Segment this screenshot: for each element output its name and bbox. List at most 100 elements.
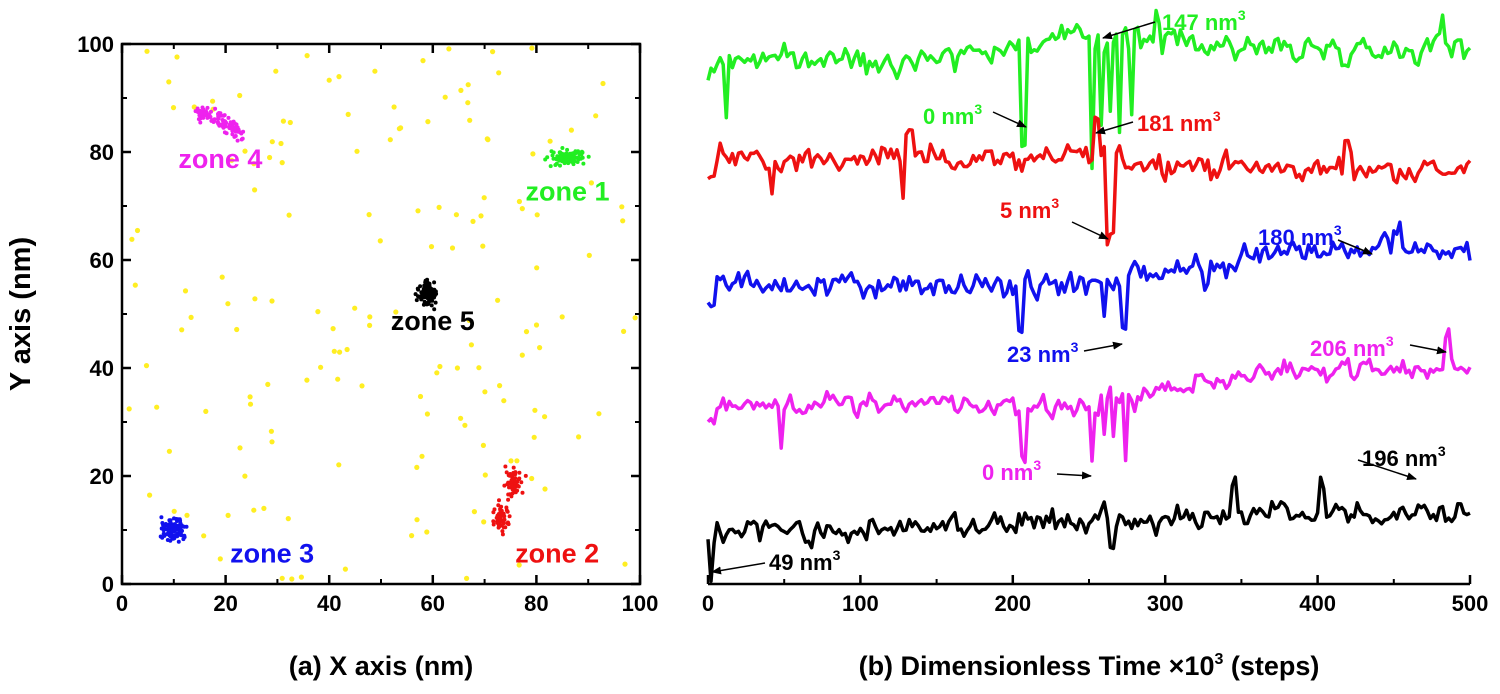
zone-clusters: [158, 105, 591, 544]
volume-annotations: 147 nm3 0 nm3 181 nm3 5 nm3 180 nm3 23 nm3 206…: [711, 7, 1447, 575]
background-point: [449, 245, 456, 251]
background-point: [134, 227, 141, 234]
background-point: [335, 376, 341, 382]
zone-point: [425, 293, 429, 298]
zone-point: [504, 470, 509, 475]
y-tick-label: 0: [102, 572, 114, 597]
background-point: [217, 556, 223, 562]
zone-point: [504, 505, 509, 510]
annotation-label: 5 nm3: [1000, 195, 1059, 223]
background-point: [464, 575, 470, 582]
zone-point: [500, 529, 505, 534]
zone-point: [551, 156, 556, 161]
annotation-label: 0 nm3: [923, 101, 982, 129]
background-point: [251, 161, 257, 167]
zone-point: [494, 515, 499, 520]
zone-point: [427, 299, 432, 303]
background-point: [417, 393, 424, 400]
background-point: [269, 298, 275, 304]
zone-point: [177, 517, 182, 522]
background-point: [237, 445, 243, 451]
annotation-superscript: 3: [1438, 443, 1446, 459]
background-point: [542, 486, 548, 492]
background-point: [415, 208, 421, 214]
zone-point: [581, 161, 586, 166]
background-point: [420, 58, 426, 64]
y-tick-label: 60: [90, 248, 114, 273]
background-point: [496, 70, 502, 76]
x-tick-label: 80: [524, 591, 548, 616]
zone-point: [232, 125, 237, 130]
background-point: [129, 236, 135, 242]
scatter-x-axis-label: (a) X axis (nm): [289, 651, 474, 681]
annotation-superscript: 3: [1071, 339, 1079, 355]
background-point: [424, 411, 430, 417]
background-point: [278, 140, 284, 147]
background-point: [247, 401, 254, 407]
zone-point: [576, 155, 581, 160]
background-point: [414, 517, 420, 523]
background-point: [166, 448, 172, 454]
zone-point: [172, 516, 176, 521]
zone-cluster-1: [543, 146, 591, 169]
annotation-label: 206 nm3: [1310, 333, 1394, 361]
zone-point: [216, 121, 221, 126]
volume-annotation-5: 180 nm3: [1258, 222, 1373, 255]
annotation-label: 180 nm3: [1258, 222, 1342, 250]
background-point: [179, 327, 185, 333]
zone-point: [177, 524, 182, 528]
zone-point: [221, 113, 226, 118]
zone-point: [575, 160, 580, 164]
background-point: [434, 370, 440, 376]
x-tick-label: 20: [213, 591, 237, 616]
zone-point: [166, 525, 171, 530]
x-tick-label: 100: [622, 591, 659, 616]
zone-point: [224, 131, 229, 136]
background-point: [620, 218, 626, 224]
background-point: [596, 411, 602, 417]
background-point: [568, 127, 575, 133]
background-point: [419, 453, 425, 459]
x-tick-label: 0: [116, 591, 128, 616]
background-point: [482, 472, 488, 478]
background-point: [285, 516, 291, 522]
zone-point: [236, 129, 241, 134]
background-point: [471, 509, 477, 515]
background-point: [252, 187, 258, 193]
time-axis-label-superscript: 3: [1214, 651, 1223, 668]
zone-point: [172, 527, 177, 532]
background-point: [482, 389, 488, 395]
zone-point: [548, 164, 553, 169]
zone-point: [217, 111, 221, 115]
zone-point: [172, 533, 177, 538]
background-point: [586, 252, 592, 258]
zone-point: [491, 522, 496, 527]
background-point: [529, 475, 535, 482]
time-axis: 0 100 200 300 400 500: [702, 575, 1488, 616]
background-point: [436, 204, 442, 210]
background-point: [476, 365, 482, 371]
background-point: [632, 315, 638, 321]
background-point: [166, 79, 172, 85]
background-point: [289, 576, 295, 582]
background-point: [377, 238, 383, 244]
background-point: [458, 415, 464, 421]
zone-point: [161, 524, 166, 529]
background-point: [201, 533, 207, 539]
timeseries-panel: 147 nm3 0 nm3 181 nm3 5 nm3 180 nm3 23 nm3 206…: [702, 7, 1488, 681]
zone-point: [163, 522, 168, 526]
background-point: [304, 377, 310, 383]
background-point: [279, 160, 285, 166]
background-point: [466, 317, 472, 323]
annotation-label: 147 nm3: [1162, 7, 1246, 35]
background-point: [480, 243, 486, 249]
background-point: [462, 422, 468, 428]
zone-point: [506, 492, 511, 497]
zone-point: [168, 520, 173, 525]
zone-point: [520, 490, 525, 495]
zone-point: [496, 503, 501, 508]
background-point: [252, 296, 258, 302]
background-point: [280, 118, 286, 124]
zone-point: [503, 464, 508, 469]
zone-point: [579, 149, 584, 154]
